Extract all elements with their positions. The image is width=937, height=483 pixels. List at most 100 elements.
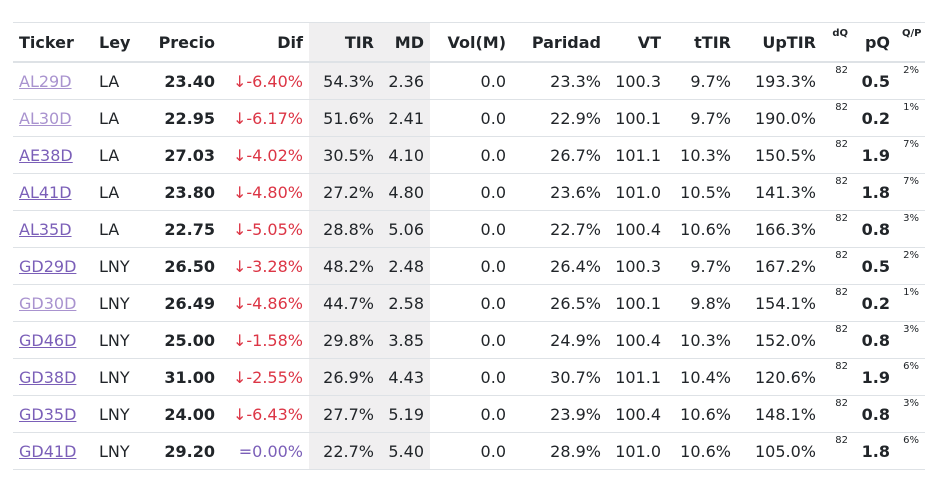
qp-value: 3%	[903, 212, 919, 224]
cell-dif: ↓-6.17%	[221, 99, 309, 137]
cell-dif: ↓-4.86%	[221, 284, 309, 322]
cell-vol: 0.0	[430, 358, 512, 396]
cell-pq: 0.8	[854, 210, 896, 248]
header-row: Ticker Ley Precio Dif TIR MD Vol(M) Pari…	[13, 22, 925, 63]
cell-dq: 82	[822, 173, 854, 211]
cell-dif: ↓-2.55%	[221, 358, 309, 396]
cell-pq: 0.5	[854, 247, 896, 285]
cell-vt: 101.0	[607, 173, 667, 211]
cell-ticker[interactable]: AL35D	[13, 210, 93, 248]
cell-ttir: 9.7%	[667, 99, 737, 137]
cell-dq: 82	[822, 62, 854, 100]
cell-ticker[interactable]: GD38D	[13, 358, 93, 396]
cell-vt: 100.1	[607, 284, 667, 322]
cell-tir: 30.5%	[309, 136, 380, 174]
ticker-link[interactable]: AL30D	[19, 108, 72, 128]
cell-tir: 22.7%	[309, 432, 380, 470]
cell-ttir: 10.3%	[667, 321, 737, 359]
col-header-precio[interactable]: Precio	[149, 22, 221, 63]
cell-pq: 0.2	[854, 99, 896, 137]
cell-ticker[interactable]: GD41D	[13, 432, 93, 470]
cell-ticker[interactable]: GD30D	[13, 284, 93, 322]
ticker-link[interactable]: GD41D	[19, 441, 77, 461]
cell-dif: ↓-6.43%	[221, 395, 309, 433]
cell-pq: 1.8	[854, 173, 896, 211]
col-header-vol[interactable]: Vol(M)	[430, 22, 512, 63]
col-header-ttir[interactable]: tTIR	[667, 22, 737, 63]
cell-precio: 26.50	[149, 247, 221, 285]
cell-vt: 100.3	[607, 247, 667, 285]
cell-dif: ↓-5.05%	[221, 210, 309, 248]
ticker-link[interactable]: AL41D	[19, 182, 72, 202]
cell-ticker[interactable]: AE38D	[13, 136, 93, 174]
cell-ley: LA	[93, 136, 149, 174]
col-header-uptir[interactable]: UpTIR	[737, 22, 822, 63]
dq-value: 82	[835, 212, 848, 224]
qp-value: 1%	[903, 286, 919, 298]
cell-uptir: 152.0%	[737, 321, 822, 359]
cell-tir: 28.8%	[309, 210, 380, 248]
cell-precio: 25.00	[149, 321, 221, 359]
cell-ticker[interactable]: GD46D	[13, 321, 93, 359]
cell-ley: LNY	[93, 284, 149, 322]
col-header-md[interactable]: MD	[380, 22, 430, 63]
col-header-qp[interactable]: Q/P	[896, 22, 925, 63]
cell-dif: ↓-6.40%	[221, 62, 309, 100]
col-header-ticker[interactable]: Ticker	[13, 22, 93, 63]
cell-ttir: 9.8%	[667, 284, 737, 322]
col-header-dq-label: dQ	[832, 27, 848, 39]
cell-dif: ↓-1.58%	[221, 321, 309, 359]
col-header-pq[interactable]: pQ	[854, 22, 896, 63]
cell-ticker[interactable]: AL30D	[13, 99, 93, 137]
col-header-paridad[interactable]: Paridad	[512, 22, 607, 63]
cell-vt: 100.4	[607, 395, 667, 433]
table-row: GD29D LNY 26.50 ↓-3.28% 48.2% 2.48 0.0 26.4% 100…	[13, 247, 925, 285]
cell-pq: 0.2	[854, 284, 896, 322]
col-header-tir[interactable]: TIR	[309, 22, 380, 63]
cell-pq: 0.8	[854, 321, 896, 359]
ticker-link[interactable]: GD29D	[19, 256, 77, 276]
cell-dif: ↓-3.28%	[221, 247, 309, 285]
table-row: AL35D LA 22.75 ↓-5.05% 28.8% 5.06 0.0 22.7% 100.…	[13, 210, 925, 248]
cell-vt: 100.3	[607, 62, 667, 100]
cell-vt: 101.1	[607, 358, 667, 396]
table-row: GD35D LNY 24.00 ↓-6.43% 27.7% 5.19 0.0 23.9% 100…	[13, 395, 925, 433]
cell-dif: =0.00%	[221, 432, 309, 470]
cell-qp: 1%	[896, 284, 925, 322]
dq-value: 82	[835, 249, 848, 261]
cell-vt: 101.0	[607, 432, 667, 470]
cell-dq: 82	[822, 432, 854, 470]
col-header-ley[interactable]: Ley	[93, 22, 149, 63]
cell-vol: 0.0	[430, 99, 512, 137]
cell-paridad: 23.3%	[512, 62, 607, 100]
col-header-dq[interactable]: dQ	[822, 22, 854, 63]
qp-value: 2%	[903, 64, 919, 76]
qp-value: 6%	[903, 360, 919, 372]
ticker-link[interactable]: AE38D	[19, 145, 73, 165]
cell-vol: 0.0	[430, 321, 512, 359]
cell-ttir: 9.7%	[667, 247, 737, 285]
ticker-link[interactable]: GD35D	[19, 404, 77, 424]
col-header-vt[interactable]: VT	[607, 22, 667, 63]
ticker-link[interactable]: GD46D	[19, 330, 77, 350]
ticker-link[interactable]: GD30D	[19, 293, 77, 313]
cell-vol: 0.0	[430, 62, 512, 100]
cell-precio: 29.20	[149, 432, 221, 470]
ticker-link[interactable]: GD38D	[19, 367, 77, 387]
ticker-link[interactable]: AL35D	[19, 219, 72, 239]
cell-ticker[interactable]: GD35D	[13, 395, 93, 433]
cell-precio: 27.03	[149, 136, 221, 174]
cell-ticker[interactable]: GD29D	[13, 247, 93, 285]
cell-ticker[interactable]: AL41D	[13, 173, 93, 211]
cell-ley: LA	[93, 173, 149, 211]
ticker-link[interactable]: AL29D	[19, 71, 72, 91]
cell-ley: LNY	[93, 321, 149, 359]
qp-value: 3%	[903, 323, 919, 335]
cell-ticker[interactable]: AL29D	[13, 62, 93, 100]
cell-uptir: 120.6%	[737, 358, 822, 396]
cell-paridad: 22.7%	[512, 210, 607, 248]
col-header-dif[interactable]: Dif	[221, 22, 309, 63]
cell-paridad: 28.9%	[512, 432, 607, 470]
cell-vt: 100.1	[607, 99, 667, 137]
cell-precio: 22.95	[149, 99, 221, 137]
